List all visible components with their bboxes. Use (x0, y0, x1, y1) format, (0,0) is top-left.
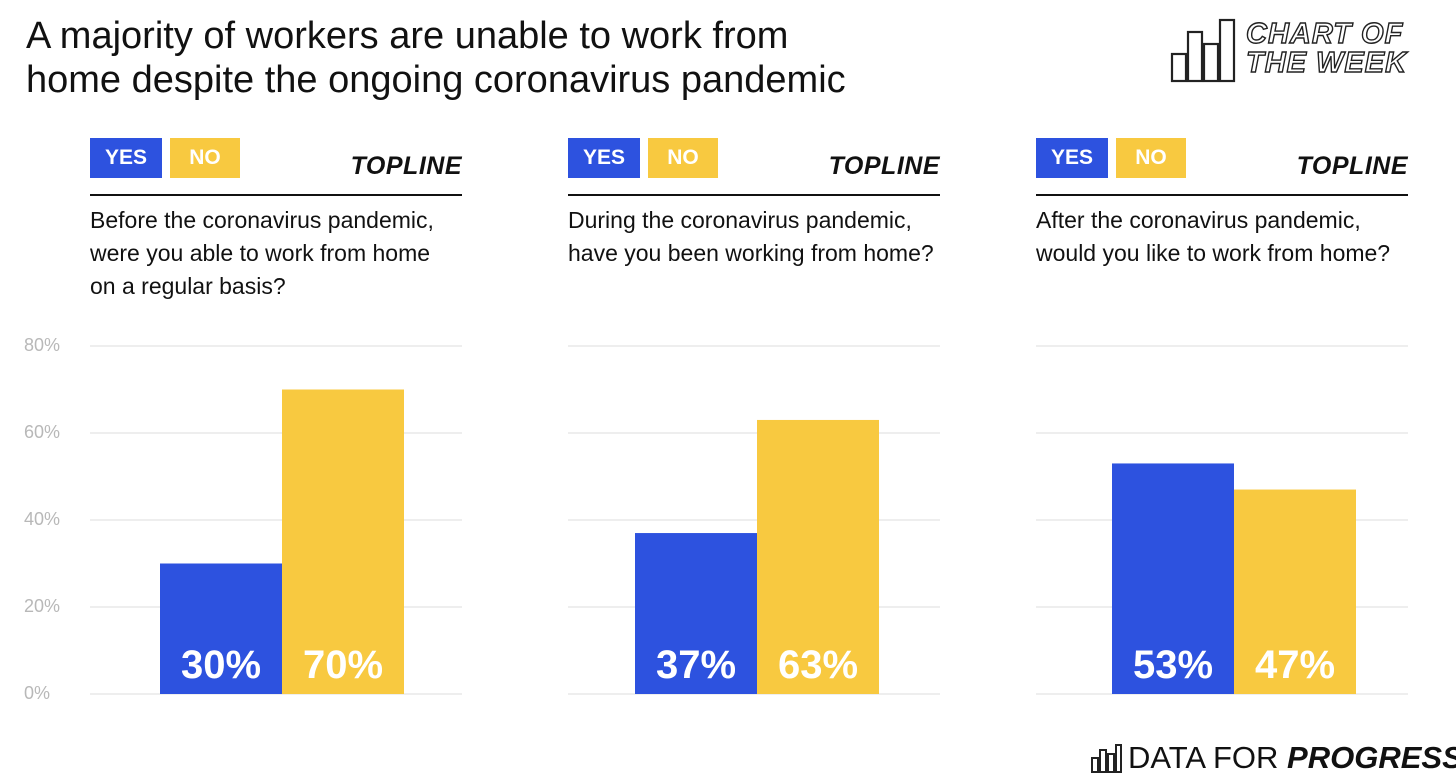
bar-yes-label: 30% (181, 643, 261, 687)
bar-plot: 53% 47% (1036, 345, 1408, 695)
y-tick-label: 60% (24, 422, 61, 442)
bar-no (282, 389, 404, 694)
legend-no: NO (1116, 138, 1186, 178)
question-text: After the coronavirus pandemic, would yo… (1036, 204, 1408, 270)
legend-yes: YES (568, 138, 640, 178)
topline-label: TOPLINE (828, 152, 940, 180)
badge-line-1: CHART OF (1245, 18, 1404, 50)
panel-before: YES NO TOPLINE Before the coronavirus pa… (90, 138, 462, 718)
bar-plot: 37% 63% (568, 345, 940, 695)
bar-yes-label: 53% (1133, 643, 1213, 687)
question-text: During the coronavirus pandemic, have yo… (568, 204, 940, 270)
header-rule (1036, 194, 1408, 196)
legend-no: NO (170, 138, 240, 178)
legend-yes: YES (90, 138, 162, 178)
question-line-2: were you able to work from home (90, 240, 431, 266)
brand-bars-icon (1091, 744, 1122, 773)
brand-emphasis: PROGRESS (1287, 740, 1456, 775)
question-line-1: After the coronavirus pandemic, (1036, 207, 1361, 233)
question-line-1: Before the coronavirus pandemic, (90, 207, 434, 233)
question-text: Before the coronavirus pandemic, were yo… (90, 204, 462, 303)
chart-title-line-1: A majority of workers are unable to work… (26, 15, 789, 57)
chart-title-line-2: home despite the ongoing coronavirus pan… (26, 59, 846, 101)
bar-no-label: 47% (1255, 643, 1335, 687)
question-line-2: have you been working from home? (568, 240, 934, 266)
badge-line-2: THE WEEK (1245, 47, 1408, 79)
chart-title: A majority of workers are unable to work… (26, 14, 926, 102)
brand-prefix: DATA FOR (1128, 740, 1279, 775)
panel-after: YES NO TOPLINE After the coronavirus pan… (1036, 138, 1408, 718)
bar-plot: 30% 70% (90, 345, 462, 695)
bar-no-label: 70% (303, 643, 383, 687)
bar-no (1234, 489, 1356, 694)
panel-during: YES NO TOPLINE During the coronavirus pa… (568, 138, 940, 718)
bar-yes (160, 563, 282, 694)
header-rule (90, 194, 462, 196)
bar-chart-logo-icon (1170, 18, 1236, 83)
bar-yes-label: 37% (656, 643, 736, 687)
bar-yes (1112, 463, 1234, 694)
y-tick-label: 80% (24, 335, 61, 355)
y-tick-label: 40% (24, 509, 61, 529)
topline-label: TOPLINE (1296, 152, 1408, 180)
y-tick-label: 0% (24, 683, 51, 703)
chart-of-the-week-badge: CHART OF THE WEEK (1170, 18, 1440, 88)
topline-label: TOPLINE (350, 152, 462, 180)
y-tick-label: 20% (24, 596, 61, 616)
question-line-2: would you like to work from home? (1036, 240, 1391, 266)
data-for-progress-logo: DATA FOR PROGRESS (1090, 740, 1456, 776)
bar-no (757, 419, 879, 694)
bar-yes (635, 533, 757, 694)
legend-yes: YES (1036, 138, 1108, 178)
question-line-3: on a regular basis? (90, 273, 286, 299)
header-rule (568, 194, 940, 196)
bar-no-label: 63% (778, 643, 858, 687)
legend-no: NO (648, 138, 718, 178)
question-line-1: During the coronavirus pandemic, (568, 207, 912, 233)
